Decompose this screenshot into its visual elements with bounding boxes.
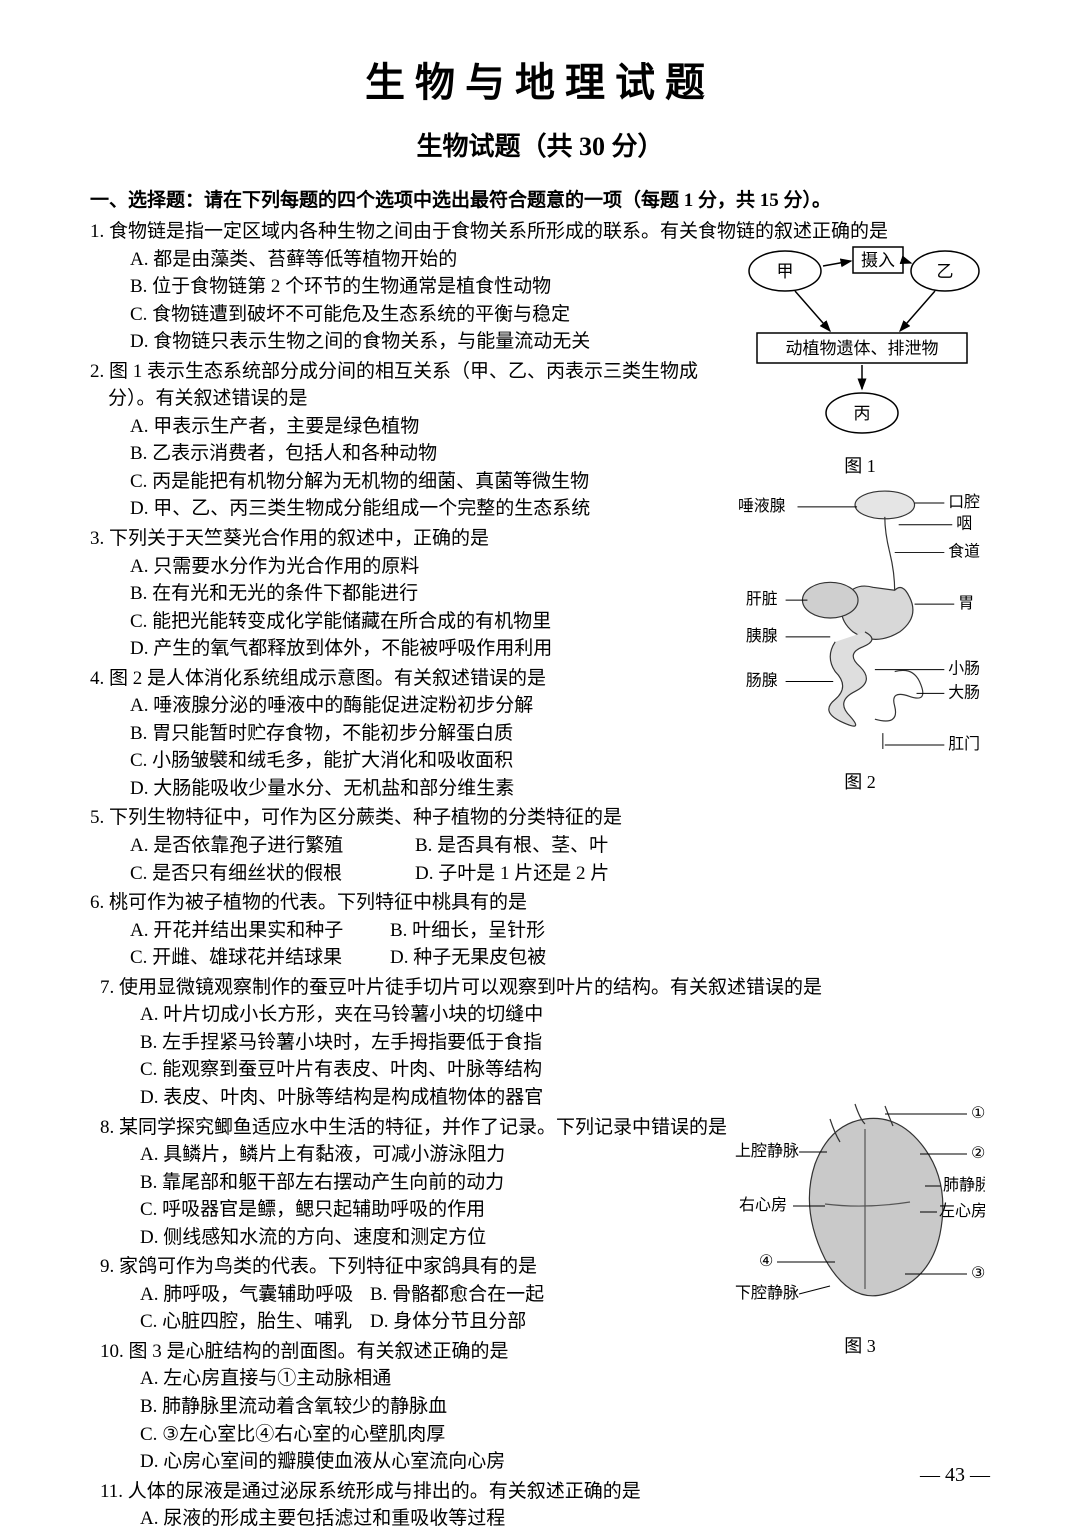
q11-num: 11. — [100, 1481, 123, 1502]
q3-opt-a: A. 只需要水分作为光合作用的原料 — [130, 553, 710, 581]
fig2-r6: 肛门 — [948, 735, 980, 753]
q1-opt-a: A. 都是由藻类、苔藓等低等植物开始的 — [130, 246, 710, 274]
figures-column: 甲 摄入 乙 动植物遗体、排泄物 丙 图 1 — [730, 241, 990, 1358]
page-number: — 43 — — [920, 1464, 990, 1487]
q4-opt-c: C. 小肠皱襞和绒毛多，能扩大消化和吸收面积 — [130, 747, 710, 775]
q10-opt-a: A. 左心房直接与①主动脉相通 — [140, 1365, 720, 1393]
q7-stem: 使用显微镜观察制作的蚕豆叶片徒手切片可以观察到叶片的结构。有关叙述错误的是 — [119, 977, 822, 998]
q10-opt-b: B. 肺静脉里流动着含氧较少的静脉血 — [140, 1393, 720, 1421]
section-header: 一、选择题：请在下列每题的四个选项中选出最符合题意的一项（每题 1 分，共 15… — [90, 185, 990, 212]
q6-opt-c: C. 开雌、雄球花并结球果 — [130, 944, 390, 972]
q3-opt-b: B. 在有光和无光的条件下都能进行 — [130, 580, 710, 608]
fig3-r1: ② — [971, 1145, 985, 1162]
q8-num: 8. — [100, 1117, 114, 1138]
fig2-l1: 肝脏 — [746, 590, 778, 608]
q4-opt-b: B. 胃只能暂时贮存食物，不能初步分解蛋白质 — [130, 720, 710, 748]
fig2-l3: 肠腺 — [746, 671, 778, 689]
q5-opt-b: B. 是否具有根、茎、叶 — [415, 832, 700, 860]
sub-title: 生物试题（共 30 分） — [90, 126, 990, 163]
q2-opt-d: D. 甲、乙、丙三类生物成分能组成一个完整的生态系统 — [130, 495, 710, 523]
q9-opt-b: B. 骨骼都愈合在一起 — [370, 1281, 600, 1309]
q4-num: 4. — [90, 668, 104, 689]
fig2-r2: 食道 — [948, 543, 980, 561]
q4-opt-a: A. 唾液腺分泌的唾液中的酶能促进淀粉初步分解 — [130, 692, 710, 720]
q1-opt-b: B. 位于食物链第 2 个环节的生物通常是植食性动物 — [130, 273, 710, 301]
fig2-r3: 胃 — [958, 595, 974, 612]
fig3-caption: 图 3 — [844, 1332, 876, 1358]
q10-stem: 图 3 是心脏结构的剖面图。有关叙述正确的是 — [129, 1341, 509, 1362]
q6-opt-d: D. 种子无果皮包被 — [390, 944, 650, 972]
q5-opt-c: C. 是否只有细丝状的假根 — [130, 860, 415, 888]
figure-3: 上腔静脉 右心房 ④ 下腔静脉 ① ② 肺静脉 左心房 ③ 图 3 — [730, 1094, 990, 1358]
q3-num: 3. — [90, 528, 104, 549]
q2-opt-b: B. 乙表示消费者，包括人和各种动物 — [130, 440, 710, 468]
fig3-l2: ④ — [759, 1253, 773, 1270]
fig3-l1: 右心房 — [739, 1196, 787, 1214]
question-10: 10. 图 3 是心脏结构的剖面图。有关叙述正确的是 A. 左心房直接与①主动脉… — [90, 1338, 990, 1476]
fig2-caption: 图 2 — [844, 768, 876, 794]
fig3-l0: 上腔静脉 — [735, 1142, 799, 1160]
q5-opt-a: A. 是否依靠孢子进行繁殖 — [130, 832, 415, 860]
main-title: 生物与地理试题 — [90, 50, 990, 108]
content: 一、选择题：请在下列每题的四个选项中选出最符合题意的一项（每题 1 分，共 15… — [90, 185, 990, 1533]
q2-stem: 图 1 表示生态系统部分成分间的相互关系（甲、乙、丙表示三类生物成分）。有关叙述… — [108, 361, 698, 410]
fig1-bing: 丙 — [854, 404, 871, 423]
q5-num: 5. — [90, 807, 104, 828]
q3-opt-c: C. 能把光能转变成化学能储藏在所合成的有机物里 — [130, 608, 710, 636]
fig3-r4: ③ — [971, 1265, 985, 1282]
q3-opt-d: D. 产生的氧气都释放到体外，不能被呼吸作用利用 — [130, 635, 710, 663]
q9-opt-d: D. 身体分节且分部 — [370, 1308, 600, 1336]
q10-opt-d: D. 心房心室间的瓣膜使血液从心室流向心房 — [140, 1448, 720, 1476]
q9-opt-a: A. 肺呼吸，气囊辅助呼吸 — [140, 1281, 370, 1309]
fig2-r5: 大肠 — [948, 683, 980, 701]
q4-opt-d: D. 大肠能吸收少量水分、无机盐和部分维生素 — [130, 775, 710, 803]
figure-2: 唾液腺 肝脏 胰腺 肠腺 口腔 咽 食道 胃 小肠 — [730, 482, 990, 794]
q1-num: 1. — [90, 221, 104, 242]
fig3-r0: ① — [971, 1105, 985, 1122]
fig2-r0: 口腔 — [948, 493, 980, 511]
fig1-sheru: 摄入 — [861, 251, 895, 270]
q1-opt-c: C. 食物链遭到破坏不可能危及生态系统的平衡与稳定 — [130, 301, 710, 329]
fig2-r1: 咽 — [956, 516, 972, 533]
q11-opt-a: A. 尿液的形成主要包括滤过和重吸收等过程 — [140, 1505, 720, 1533]
fig3-r3: 左心房 — [939, 1202, 985, 1220]
q7-num: 7. — [100, 977, 114, 998]
fig3-l3: 下腔静脉 — [735, 1284, 799, 1302]
fig2-l2: 胰腺 — [746, 627, 778, 645]
q9-opt-c: C. 心脏四腔，胎生、哺乳 — [140, 1308, 370, 1336]
q1-stem: 食物链是指一定区域内各种生物之间由于食物关系所形成的联系。有关食物链的叙述正确的… — [109, 221, 888, 242]
fig3-r2: 肺静脉 — [943, 1176, 985, 1194]
q3-stem: 下列关于天竺葵光合作用的叙述中，正确的是 — [109, 528, 489, 549]
q1-opt-d: D. 食物链只表示生物之间的食物关系，与能量流动无关 — [130, 328, 710, 356]
q8-stem: 某同学探究鲫鱼适应水中生活的特征，并作了记录。下列记录中错误的是 — [119, 1117, 727, 1138]
q6-num: 6. — [90, 892, 104, 913]
q2-opt-c: C. 丙是能把有机物分解为无机物的细菌、真菌等微生物 — [130, 468, 710, 496]
q11-stem: 人体的尿液是通过泌尿系统形成与排出的。有关叙述正确的是 — [128, 1481, 641, 1502]
q5-stem: 下列生物特征中，可作为区分蕨类、种子植物的分类特征的是 — [109, 807, 622, 828]
fig2-r4: 小肠 — [948, 660, 980, 678]
q2-opt-a: A. 甲表示生产者，主要是绿色植物 — [130, 413, 710, 441]
fig2-l0: 唾液腺 — [738, 497, 786, 515]
question-11: 11. 人体的尿液是通过泌尿系统形成与排出的。有关叙述正确的是 A. 尿液的形成… — [90, 1478, 990, 1533]
fig1-yi: 乙 — [937, 262, 954, 281]
q10-opt-c: C. ③左心室比④右心室的心壁肌肉厚 — [140, 1421, 720, 1449]
fig1-jia: 甲 — [777, 262, 794, 281]
fig1-caption: 图 1 — [844, 452, 876, 478]
fig1-middle: 动植物遗体、排泄物 — [786, 339, 939, 358]
q9-stem: 家鸽可作为鸟类的代表。下列特征中家鸽具有的是 — [119, 1256, 537, 1277]
figure-1: 甲 摄入 乙 动植物遗体、排泄物 丙 图 1 — [730, 241, 990, 478]
q9-num: 9. — [100, 1256, 114, 1277]
q10-num: 10. — [100, 1341, 124, 1362]
q4-stem: 图 2 是人体消化系统组成示意图。有关叙述错误的是 — [109, 668, 546, 689]
q6-opt-a: A. 开花并结出果实和种子 — [130, 917, 390, 945]
q6-opt-b: B. 叶细长，呈针形 — [390, 917, 650, 945]
q5-opt-d: D. 子叶是 1 片还是 2 片 — [415, 860, 700, 888]
q2-num: 2. — [90, 361, 104, 382]
q6-stem: 桃可作为被子植物的代表。下列特征中桃具有的是 — [109, 892, 527, 913]
